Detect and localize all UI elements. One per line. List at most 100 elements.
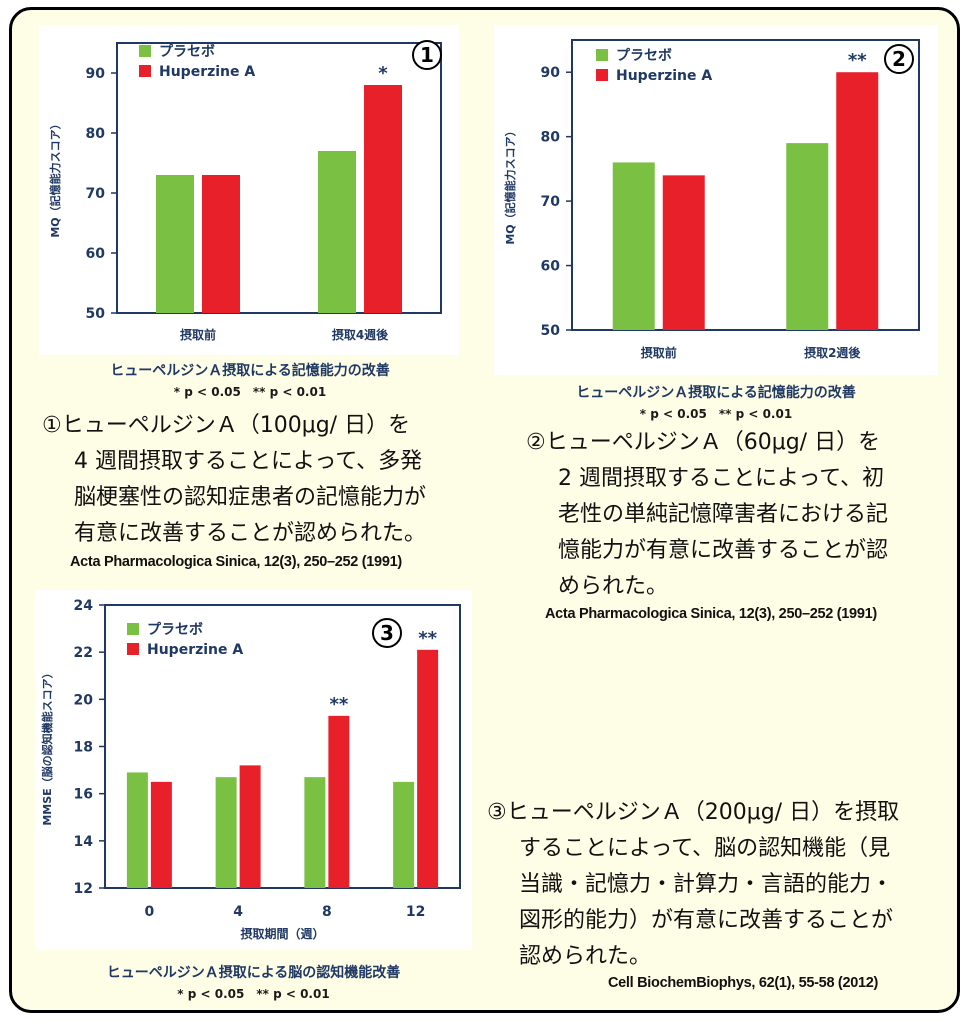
chart-1-plot-frame [116, 42, 442, 314]
description-3-line-1: ③ヒューペルジンＡ（200μg/ 日）を摂取 [487, 800, 900, 825]
chart-3-category-label-2: 4 [233, 904, 243, 920]
chart-3-legend-label-1: プラセボ [147, 622, 203, 638]
reference-2: Acta Pharmacologica Sinica, 12(3), 250–2… [545, 606, 877, 622]
description-2-line-2: 2 週間摂取することによって、初 [558, 466, 885, 491]
chart-2-marker-circle [884, 44, 914, 74]
description-1-line-3: 脳梗塞性の認知症患者の記憶能力が [74, 485, 427, 510]
chart-1-legend-label-2: Huperzine A [159, 64, 255, 80]
description-3-line-2: することによって、脳の認知機能（見 [519, 836, 891, 861]
chart-2: 50 60 70 80 90 MQ（記憶能力スコア） 摂取前 摂取2週後 ** プラセボ Huper… [503, 39, 920, 360]
chart-1-y-tick-label-80: 80 [86, 126, 106, 142]
chart-3-category-label-1: 0 [145, 904, 155, 920]
chart-2-y-tick-label-50: 50 [541, 323, 561, 339]
chart-3-y-tick-label-14: 14 [74, 834, 94, 850]
chart-3-bar-placebo-1 [126, 772, 148, 888]
chart-3-marker-circle [372, 618, 402, 648]
chart-2-y-tick-label-60: 60 [541, 259, 561, 275]
description-3-line-3: 当識・記憶力・計算力・言語的能力・ [519, 872, 894, 897]
chart-2-bar-huperzine-2 [836, 72, 879, 330]
chart-3-y-tick-label-20: 20 [74, 692, 94, 708]
chart-1-y-tick-label-70: 70 [86, 186, 106, 202]
chart-2-y-tick-label-70: 70 [541, 194, 561, 210]
chart-1: 50 60 70 80 90 MQ（記憶能力スコア） 摂取前 摂取4週後 * プラセボ Huperz… [48, 40, 442, 342]
chart-1-legend-swatch-1 [139, 45, 151, 57]
chart-3-caption: ヒューペルジンＡ摂取による脳の認知機能改善 * p < 0.05 ** p < … [25, 962, 482, 1002]
chart-3-p-note: * p < 0.05 ** p < 0.01 [177, 987, 330, 1001]
chart-1-category-label-1: 摂取前 [180, 327, 216, 342]
description-1-line-2: 4 週間摂取することによって、多発 [74, 449, 423, 474]
description-2-line-1: ②ヒューペルジンＡ（60μg/ 日）を [526, 430, 881, 455]
chart-3: 12 14 16 18 20 22 24 MMSE（脳の認知機能スコア） 0 4 8 ** 12 ** 摂取… [40, 598, 461, 941]
chart-3-y-tick-label-24: 24 [74, 598, 94, 614]
description-3: ③ヒューペルジンＡ（200μg/ 日）を摂取 することによって、脳の認知機能（見… [487, 795, 957, 975]
description-2-line-5: められた。 [558, 574, 669, 599]
chart-3-bar-placebo-2 [215, 777, 237, 888]
chart-1-y-tick-label-90: 90 [86, 66, 106, 82]
chart-3-category-label-4: 12 [406, 904, 425, 920]
chart-2-panel: 50 60 70 80 90 MQ（記憶能力スコア） 摂取前 摂取2週後 ** プラセボ Huper… [494, 25, 938, 375]
chart-1-y-tick-label-60: 60 [86, 246, 106, 262]
chart-1-marker-number: 1 [420, 43, 434, 67]
chart-1-bar-huperzine-2 [364, 85, 402, 313]
chart-1-legend-label-1: プラセボ [159, 44, 215, 60]
chart-2-caption-title: ヒューペルジンＡ摂取による記憶能力の改善 [576, 385, 856, 401]
chart-1-marker-circle [412, 40, 442, 70]
chart-3-bar-placebo-3 [304, 777, 326, 888]
chart-3-bar-huperzine-1 [150, 781, 172, 888]
chart-3-y-tick-label-22: 22 [74, 645, 93, 661]
description-2: ②ヒューペルジンＡ（60μg/ 日）を 2 週間摂取することによって、初 老性の… [526, 425, 956, 605]
chart-1-caption-title: ヒューペルジンＡ摂取による記憶能力の改善 [110, 363, 390, 379]
chart-3-y-tick-label-16: 16 [74, 787, 93, 803]
chart-2-bar-placebo-2 [786, 143, 829, 330]
chart-1-caption: ヒューペルジンＡ摂取による記憶能力の改善 * p < 0.05 ** p < 0… [40, 360, 460, 400]
description-1-line-1: ①ヒューペルジンＡ（100μg/ 日）を [42, 413, 411, 438]
chart-2-y-tick-label-90: 90 [541, 65, 561, 81]
chart-1-y-axis-label: MQ（記憶能力スコア） [48, 118, 62, 237]
chart-3-bar-placebo-4 [393, 781, 415, 888]
description-2-line-4: 憶能力が有意に改善することが認 [558, 538, 889, 563]
chart-1-panel: 50 60 70 80 90 MQ（記憶能力スコア） 摂取前 摂取4週後 * プラセボ Huperz… [39, 25, 459, 355]
chart-3-y-tick-label-18: 18 [74, 740, 93, 756]
reference-1: Acta Pharmacologica Sinica, 12(3), 250–2… [70, 554, 402, 570]
chart-2-significance-2: ** [848, 50, 867, 71]
chart-2-y-tick-label-80: 80 [541, 130, 561, 146]
description-3-line-5: 認められた。 [519, 944, 652, 969]
description-2-line-3: 老性の単純記憶障害者における記 [558, 502, 889, 527]
chart-2-category-label-1: 摂取前 [641, 345, 677, 360]
chart-1-p-note: * p < 0.05 ** p < 0.01 [173, 385, 327, 399]
chart-3-significance-3: ** [329, 694, 348, 715]
chart-3-x-axis-label: 摂取期間（週） [240, 926, 324, 941]
chart-3-significance-4: ** [418, 628, 437, 649]
chart-1-bar-huperzine-1 [202, 175, 240, 313]
description-3-line-4: 図形的能力）が有意に改善することが [519, 908, 894, 933]
chart-3-y-axis-label: MMSE（脳の認知機能スコア） [40, 667, 54, 825]
chart-2-legend-swatch-2 [596, 69, 608, 81]
chart-2-plot-frame [571, 39, 920, 331]
chart-2-category-label-2: 摂取2週後 [804, 345, 861, 360]
chart-1-y-tick-label-50: 50 [86, 306, 106, 322]
chart-3-y-tick-label-12: 12 [74, 881, 93, 897]
chart-3-category-label-3: 8 [322, 904, 332, 920]
chart-2-legend-swatch-1 [596, 49, 608, 61]
chart-2-y-axis-label: MQ（記憶能力スコア） [503, 125, 517, 244]
chart-1-bar-placebo-1 [156, 175, 194, 313]
chart-3-legend-label-2: Huperzine A [147, 642, 243, 658]
chart-2-legend-label-2: Huperzine A [616, 68, 712, 84]
chart-1-significance-2: * [378, 63, 388, 84]
chart-1-legend-swatch-2 [139, 65, 151, 77]
chart-3-caption-title: ヒューペルジンＡ摂取による脳の認知機能改善 [106, 965, 401, 981]
chart-1-bar-placebo-2 [318, 151, 356, 313]
chart-2-p-note: * p < 0.05 ** p < 0.01 [639, 407, 793, 421]
chart-3-panel: 12 14 16 18 20 22 24 MMSE（脳の認知機能スコア） 0 4 8 ** 12 ** 摂取… [35, 590, 472, 950]
chart-3-bar-huperzine-3 [328, 715, 350, 888]
chart-3-bar-huperzine-2 [239, 765, 261, 888]
chart-2-legend-label-1: プラセボ [616, 48, 672, 64]
chart-3-legend-swatch-1 [127, 623, 139, 635]
chart-2-bar-placebo-1 [612, 162, 655, 330]
chart-2-marker-number: 2 [892, 47, 906, 71]
description-1: ①ヒューペルジンＡ（100μg/ 日）を 4 週間摂取することによって、多発 脳… [42, 408, 482, 552]
description-1-line-4: 有意に改善することが認められた。 [74, 521, 427, 546]
chart-3-legend-swatch-2 [127, 643, 139, 655]
chart-2-bar-huperzine-1 [662, 175, 705, 330]
chart-1-category-label-2: 摂取4週後 [332, 327, 389, 342]
